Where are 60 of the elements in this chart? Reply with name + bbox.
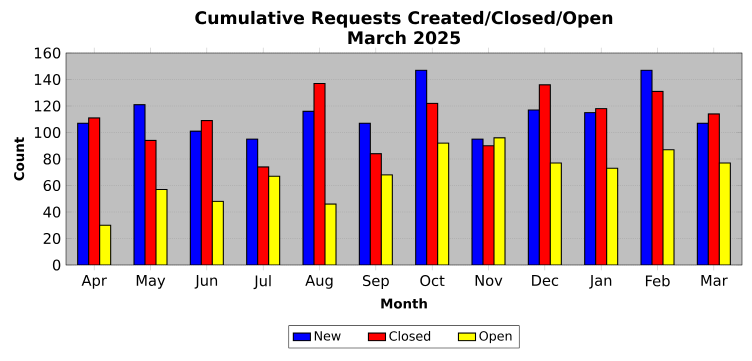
x-tick-label: Mar xyxy=(701,275,728,286)
bar xyxy=(662,149,675,266)
x-tick-label: Aug xyxy=(305,275,332,289)
x-tick-label: May xyxy=(136,275,166,289)
x-tick-label: Jun xyxy=(194,275,218,289)
x-tick-label: Sep xyxy=(362,275,389,289)
bar xyxy=(370,153,382,266)
bar xyxy=(595,108,608,266)
bar xyxy=(471,138,484,266)
bar xyxy=(200,120,213,266)
bar xyxy=(380,174,393,266)
y-axis-title: Count xyxy=(14,137,24,180)
legend-label: Closed xyxy=(389,331,430,341)
y-tick-label: 0 xyxy=(52,259,60,271)
bar xyxy=(640,70,653,266)
bar xyxy=(268,176,280,266)
bar xyxy=(313,82,326,266)
bar xyxy=(246,139,258,266)
y-tick-label: 160 xyxy=(34,47,60,59)
x-tick-label: Oct xyxy=(420,275,444,286)
bar xyxy=(258,166,269,266)
bar xyxy=(437,142,450,266)
x-tick-label: Jul xyxy=(254,275,271,290)
bar xyxy=(482,145,495,266)
x-tick-label: Jan xyxy=(589,275,612,289)
bar xyxy=(426,102,438,266)
x-tick-label: Feb xyxy=(646,275,670,286)
bar xyxy=(415,70,428,266)
bar xyxy=(133,104,146,266)
y-tick-label: 60 xyxy=(44,180,60,192)
bar xyxy=(528,109,540,266)
y-tick-label: 120 xyxy=(34,100,60,112)
bar xyxy=(493,137,506,266)
bar xyxy=(550,162,562,266)
bar xyxy=(155,188,168,266)
bar xyxy=(88,117,100,266)
bar xyxy=(651,90,664,266)
bar xyxy=(718,162,731,266)
bar xyxy=(77,122,90,266)
x-axis-title: Month xyxy=(381,298,427,309)
bar xyxy=(302,110,315,266)
x-tick-label: Dec xyxy=(532,275,558,286)
y-tick-label: 40 xyxy=(43,206,60,218)
bar xyxy=(584,112,596,266)
bar xyxy=(696,122,709,266)
bar xyxy=(144,140,157,266)
bar xyxy=(358,122,371,266)
bar xyxy=(538,84,551,266)
bar xyxy=(708,113,720,266)
legend-label: New xyxy=(314,331,341,341)
legend-label: Open xyxy=(479,331,512,344)
chart-title: Cumulative Requests Created/Closed/Open March 2025 xyxy=(195,10,612,44)
x-tick-label: Nov xyxy=(476,275,502,286)
bar xyxy=(190,130,202,266)
y-tick-label: 20 xyxy=(44,232,60,244)
y-tick-label: 100 xyxy=(34,126,60,138)
y-tick-label: 140 xyxy=(34,74,60,86)
x-tick-label: Apr xyxy=(82,275,107,289)
bar xyxy=(606,168,618,266)
y-tick-label: 80 xyxy=(44,153,60,165)
